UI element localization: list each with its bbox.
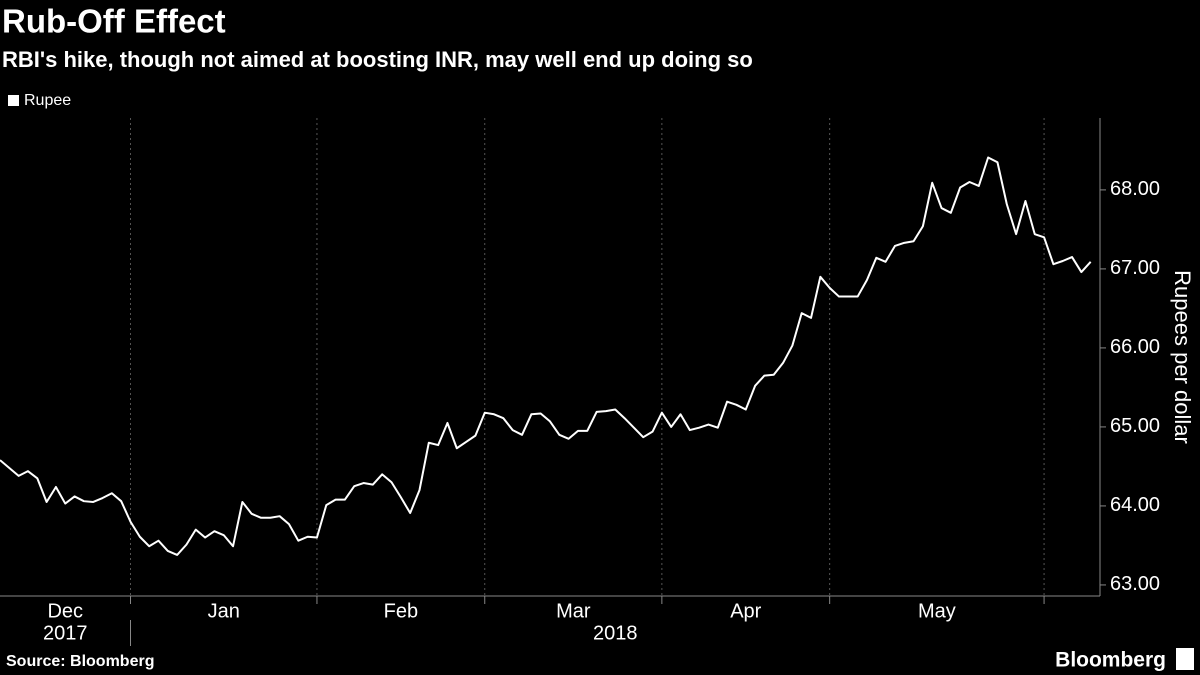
x-tick-label: Feb — [384, 600, 418, 622]
brand-icon — [1176, 648, 1194, 670]
x-tick-label: May — [918, 600, 956, 622]
line — [0, 156, 1092, 556]
chart-title: Rub-Off Effect — [2, 3, 226, 40]
x-tick-label: Dec — [47, 600, 83, 622]
y-axis-title: Rupees per dollar — [1170, 270, 1195, 444]
x-tick-label: Mar — [556, 600, 591, 622]
source: Source: Bloomberg — [6, 653, 154, 670]
year-label: 2017 — [43, 622, 88, 644]
legend-swatch — [8, 95, 19, 106]
x-tick-label: Jan — [208, 600, 240, 622]
y-tick-label: 68.00 — [1110, 178, 1160, 200]
chart-subtitle: RBI's hike, though not aimed at boosting… — [2, 47, 753, 72]
y-tick-label: 66.00 — [1110, 336, 1160, 358]
brand: Bloomberg — [1055, 649, 1166, 672]
y-tick-label: 64.00 — [1110, 494, 1160, 516]
y-tick-label: 63.00 — [1110, 573, 1160, 595]
year-label: 2018 — [593, 622, 638, 644]
y-tick-label: 67.00 — [1110, 257, 1160, 279]
legend-label: Rupee — [24, 92, 71, 109]
x-tick-label: Apr — [730, 600, 761, 622]
y-tick-label: 65.00 — [1110, 415, 1160, 437]
